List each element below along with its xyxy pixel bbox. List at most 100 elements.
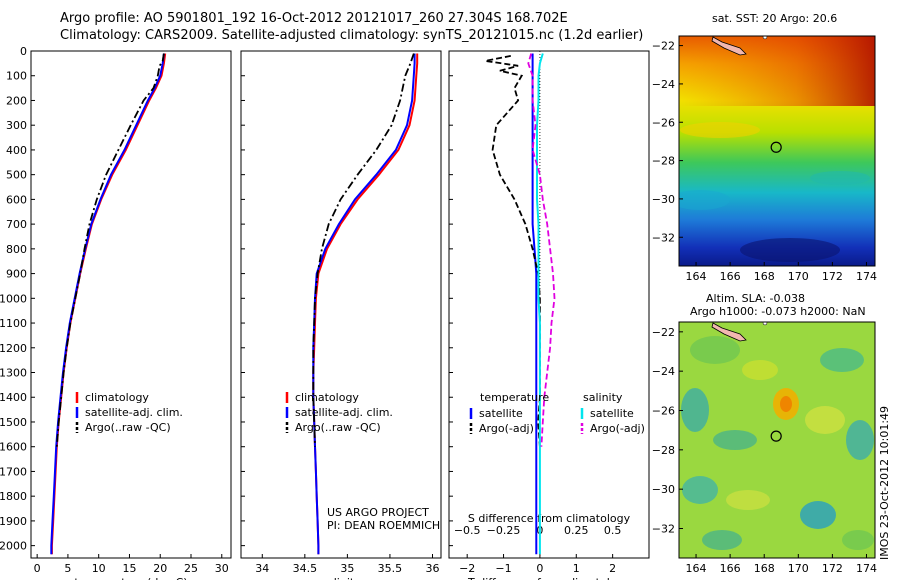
legend-label: satellite-adj. clim. bbox=[295, 406, 393, 419]
legend-label: Argo(..raw -QC) bbox=[295, 421, 381, 434]
climatology-title: Climatology: CARS2009. Satellite-adjuste… bbox=[60, 28, 644, 43]
y-tick-label: 500 bbox=[6, 169, 27, 182]
map-y-tick-label: −32 bbox=[652, 523, 675, 536]
x-tick-label: 2 bbox=[609, 562, 616, 575]
profile-title: Argo profile: AO 5901801_192 16-Oct-2012… bbox=[60, 11, 568, 26]
s-tick-label: 0.25 bbox=[564, 524, 589, 537]
y-tick-label: 600 bbox=[6, 193, 27, 206]
map-y-tick-label: −22 bbox=[652, 40, 675, 53]
x-tick-label: −2 bbox=[459, 562, 475, 575]
argo-float-marker bbox=[770, 141, 782, 153]
map-y-tick-label: −22 bbox=[652, 326, 675, 339]
map-x-tick-label: 166 bbox=[720, 270, 741, 283]
legend-label: Argo(-adj) bbox=[590, 422, 645, 435]
y-tick-label: 400 bbox=[6, 144, 27, 157]
sst-warm-region bbox=[679, 36, 875, 106]
heights-title: Argo h1000: -0.073 h2000: NaN bbox=[690, 305, 866, 318]
sla-patch bbox=[682, 476, 718, 504]
x-tick-label: 34.5 bbox=[293, 562, 318, 575]
x-tick-label: 0 bbox=[34, 562, 41, 575]
series-line-argo---raw--qc- bbox=[312, 53, 415, 447]
x-tick-label: 10 bbox=[92, 562, 106, 575]
project-label: US ARGO PROJECT bbox=[327, 506, 429, 519]
x-axis-label: T difference from climatology bbox=[467, 576, 630, 580]
y-tick-label: 1900 bbox=[0, 515, 27, 528]
map-y-tick-label: −24 bbox=[652, 365, 675, 378]
land-new-caledonia bbox=[711, 322, 747, 342]
x-tick-label: 36 bbox=[425, 562, 439, 575]
s-tick-label: −0.5 bbox=[454, 524, 481, 537]
series-line-satellite bbox=[531, 53, 538, 555]
plot-frame-2 bbox=[240, 50, 442, 559]
sla-map-frame bbox=[678, 321, 876, 559]
map-x-tick-label: 174 bbox=[856, 270, 877, 283]
s-axis-label: S difference from climatology bbox=[468, 512, 631, 525]
y-tick-label: 300 bbox=[6, 119, 27, 132]
sla-patch bbox=[702, 530, 742, 550]
map-y-tick-label: −30 bbox=[652, 193, 675, 206]
y-tick-label: 1400 bbox=[0, 391, 27, 404]
land-new-caledonia bbox=[711, 36, 747, 56]
legend-label: satellite bbox=[479, 407, 523, 420]
map-x-tick-label: 168 bbox=[754, 562, 775, 575]
imos-credit: IMOS 23-Oct-2012 10:01:49 bbox=[878, 405, 891, 560]
x-tick-label: 0 bbox=[536, 562, 543, 575]
map-x-tick-label: 164 bbox=[686, 270, 707, 283]
map-x-tick-label: 174 bbox=[856, 562, 877, 575]
series-line-argo--adj- bbox=[527, 53, 556, 447]
y-tick-label: 200 bbox=[6, 94, 27, 107]
x-axis-label: salinity bbox=[321, 576, 361, 580]
island-marker bbox=[762, 322, 768, 326]
y-tick-label: 0 bbox=[20, 45, 27, 58]
y-tick-label: 1800 bbox=[0, 490, 27, 503]
x-axis-label: temperature (deg C) bbox=[74, 576, 187, 580]
sla-patch bbox=[800, 501, 836, 529]
sst-map-title: sat. SST: 20 Argo: 20.6 bbox=[712, 12, 838, 25]
sla-high-core bbox=[780, 396, 792, 412]
legend-title: temperature bbox=[480, 391, 549, 404]
map-x-tick-label: 170 bbox=[788, 562, 809, 575]
y-tick-label: 1600 bbox=[0, 441, 27, 454]
x-tick-label: 20 bbox=[153, 562, 167, 575]
x-tick-label: 34 bbox=[255, 562, 269, 575]
island-marker bbox=[762, 36, 768, 40]
sla-patch bbox=[846, 420, 874, 460]
legend-label: satellite bbox=[590, 407, 634, 420]
map-y-tick-label: −24 bbox=[652, 78, 675, 91]
plot-frame-1 bbox=[30, 50, 232, 559]
map-x-tick-label: 164 bbox=[686, 562, 707, 575]
sla-map bbox=[679, 322, 875, 558]
x-tick-label: 5 bbox=[64, 562, 71, 575]
sla-patch bbox=[690, 336, 740, 364]
y-tick-label: 1500 bbox=[0, 416, 27, 429]
x-tick-label: 35 bbox=[340, 562, 354, 575]
y-tick-label: 800 bbox=[6, 243, 27, 256]
map-y-tick-label: −26 bbox=[652, 405, 675, 418]
map-y-tick-label: −30 bbox=[652, 483, 675, 496]
legend-label: Argo(-adj) bbox=[479, 422, 534, 435]
x-tick-label: 30 bbox=[215, 562, 229, 575]
series-line-satellite-adj--clim- bbox=[50, 53, 165, 555]
y-tick-label: 1000 bbox=[0, 292, 27, 305]
s-tick-label: 0.5 bbox=[604, 524, 622, 537]
x-tick-label: 1 bbox=[573, 562, 580, 575]
sla-patch bbox=[742, 360, 778, 380]
sst-patch bbox=[740, 238, 840, 262]
legend-label: climatology bbox=[85, 391, 149, 404]
x-tick-label: 15 bbox=[122, 562, 136, 575]
sla-patch bbox=[713, 430, 757, 450]
sla-patch bbox=[681, 388, 709, 432]
legend-label: Argo(..raw -QC) bbox=[85, 421, 171, 434]
y-tick-label: 700 bbox=[6, 218, 27, 231]
sla-patch bbox=[820, 348, 864, 372]
legend-title: salinity bbox=[583, 391, 623, 404]
x-tick-label: 25 bbox=[184, 562, 198, 575]
y-tick-label: 1700 bbox=[0, 465, 27, 478]
x-tick-label: −1 bbox=[495, 562, 511, 575]
map-x-tick-label: 166 bbox=[720, 562, 741, 575]
sla-patch bbox=[842, 530, 874, 550]
y-tick-label: 1100 bbox=[0, 317, 27, 330]
y-tick-label: 2000 bbox=[0, 540, 27, 553]
y-tick-label: 1300 bbox=[0, 367, 27, 380]
